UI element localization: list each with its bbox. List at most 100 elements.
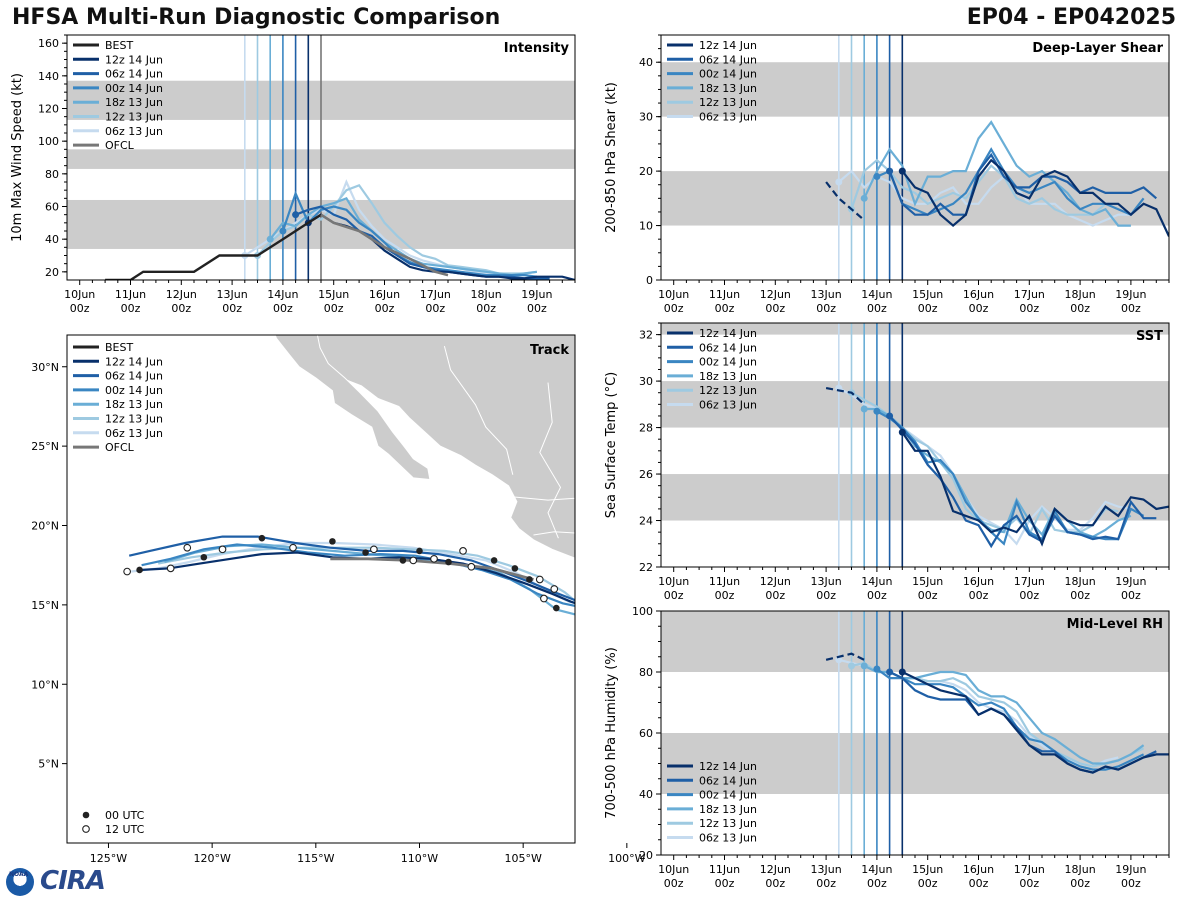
rh-xtick-label: 19Jun [1115, 863, 1146, 876]
track-point-00utc [200, 553, 208, 561]
rh-xtick-hour: 00z [765, 877, 785, 890]
track-ytick-label: 10°N [31, 678, 59, 691]
sst-xtick-label: 14Jun [861, 575, 892, 588]
track-point-00utc [258, 534, 266, 542]
rh-legend-label: 12z 13 Jun [699, 817, 757, 830]
sst-xtick-label: 17Jun [1014, 575, 1045, 588]
shear-series-line [888, 152, 1158, 216]
rh-ytick-label: 40 [639, 788, 653, 801]
rh-series-start-point [898, 668, 906, 676]
track-legend-label: 18z 13 Jun [105, 398, 163, 411]
shear-plot-area [661, 35, 1169, 280]
shear-xtick-hour: 00z [867, 302, 887, 315]
track-xtick-label: 100°W [608, 852, 645, 865]
sst-legend-label: 06z 13 Jun [699, 399, 757, 412]
rh-xtick-hour: 00z [1070, 877, 1090, 890]
track-point-00utc [329, 538, 336, 545]
sst-band-1 [661, 381, 1169, 428]
track-marker-legend-00utc [82, 811, 90, 819]
sst-xtick-label: 18Jun [1065, 575, 1096, 588]
rh-lead-line [825, 652, 865, 661]
sst-legend-label: 12z 13 Jun [699, 384, 757, 397]
shear-xtick-label: 13Jun [811, 288, 842, 301]
track-title: Track [530, 343, 569, 358]
track-point-00utc [416, 547, 423, 555]
shear-xtick-label: 16Jun [963, 288, 994, 301]
rh-xtick-hour: 00z [867, 877, 887, 890]
track-marker-legend-label: 12 UTC [105, 823, 145, 836]
rh-legend-label: 18z 13 Jun [699, 803, 757, 816]
rh-xtick-label: 15Jun [912, 863, 943, 876]
sst-series-start-point [886, 412, 894, 420]
track-ytick-label: 30°N [31, 361, 59, 374]
shear-ytick-label: 10 [639, 220, 653, 233]
shear-legend-label: 00z 14 Jun [699, 68, 757, 81]
sst-ytick-label: 24 [639, 515, 653, 528]
shear-xtick-label: 15Jun [912, 288, 943, 301]
intensity-xtick-label: 18Jun [471, 288, 502, 301]
track-marker-legend-12utc [82, 825, 90, 833]
track-run-start-point [598, 607, 606, 615]
shear-series-line [838, 169, 1131, 227]
state-border [443, 345, 514, 475]
intensity-xtick-label: 12Jun [166, 288, 197, 301]
intensity-xtick-hour: 00z [222, 302, 242, 315]
sst-xtick-hour: 00z [664, 589, 684, 602]
rh-legend-label: 06z 14 Jun [699, 774, 757, 787]
sst-xtick-hour: 00z [867, 589, 887, 602]
sst-xtick-label: 15Jun [912, 575, 943, 588]
rh-xtick-label: 10Jun [658, 863, 689, 876]
shear-xtick-hour: 00z [1121, 302, 1141, 315]
rh-legend-label: 00z 14 Jun [699, 789, 757, 802]
rh-xtick-hour: 00z [816, 877, 836, 890]
intensity-ytick-label: 40 [45, 233, 59, 246]
rh-series-line [901, 671, 1169, 774]
rh-xtick-label: 14Jun [861, 863, 892, 876]
shear-xtick-hour: 00z [1070, 302, 1090, 315]
track-point-00utc [399, 557, 407, 564]
intensity-xtick-label: 15Jun [318, 288, 349, 301]
intensity-xtick-label: 13Jun [217, 288, 248, 301]
rh-xtick-label: 12Jun [760, 863, 791, 876]
track-ytick-label: 5°N [38, 758, 59, 771]
rh-series-start-point [886, 668, 894, 676]
sst-xtick-label: 11Jun [709, 575, 740, 588]
rh-xtick-label: 11Jun [709, 863, 740, 876]
sst-ytick-label: 28 [639, 422, 653, 435]
intensity-xtick-label: 16Jun [369, 288, 400, 301]
track-ofcl-line [330, 557, 534, 581]
track-run-line [157, 546, 575, 603]
track-point-00utc [136, 566, 143, 574]
track-frame [66, 334, 576, 844]
shear-xtick-label: 11Jun [709, 288, 740, 301]
rh-legend-label: 12z 14 Jun [699, 760, 757, 773]
intensity-ytick-label: 100 [38, 135, 59, 148]
track-point-12utc [540, 594, 548, 603]
sst-legend-label: 00z 14 Jun [699, 356, 757, 369]
shear-ytick-label: 0 [646, 274, 653, 287]
track-point-12utc [459, 547, 467, 555]
rh-title: Mid-Level RH [1067, 617, 1163, 632]
shear-ylabel: 200-850 hPa Shear (kt) [604, 82, 619, 233]
sst-xtick-label: 16Jun [963, 575, 994, 588]
track-run-start-point [612, 639, 620, 647]
rh-ytick-label: 20 [639, 849, 653, 862]
sst-xtick-label: 13Jun [811, 575, 842, 588]
track-point-12utc [467, 562, 476, 571]
track-run-start-point [610, 628, 618, 636]
shear-xtick-hour: 00z [715, 302, 735, 315]
land-baja-california [274, 335, 431, 481]
noaa-logo-icon [6, 868, 34, 896]
intensity-legend-label: 18z 13 Jun [105, 96, 163, 109]
intensity-xtick-hour: 00z [527, 302, 547, 315]
sst-band-2 [661, 323, 1169, 335]
intensity-legend-label: OFCL [105, 139, 135, 152]
rh-xtick-label: 17Jun [1014, 863, 1045, 876]
intensity-series-start-point [279, 227, 287, 235]
shear-title: Deep-Layer Shear [1032, 41, 1163, 56]
sst-plot-area [661, 323, 1169, 567]
track-point-00utc [526, 576, 533, 583]
track-point-12utc [550, 585, 559, 593]
intensity-title: Intensity [504, 41, 570, 56]
